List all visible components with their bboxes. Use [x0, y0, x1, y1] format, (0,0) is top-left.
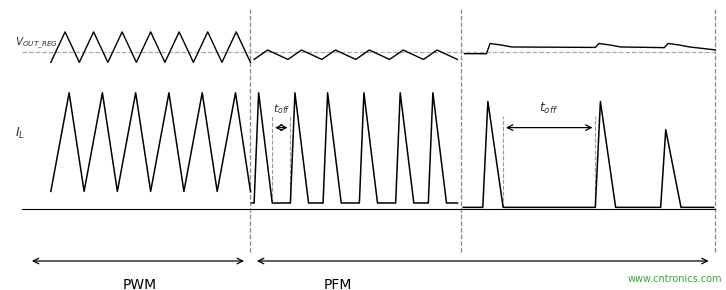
Text: PWM: PWM — [123, 278, 157, 290]
Text: PFM: PFM — [323, 278, 352, 290]
Text: www.cntronics.com: www.cntronics.com — [628, 274, 722, 284]
Text: $V_{OUT\_REG}$: $V_{OUT\_REG}$ — [15, 36, 57, 51]
Text: $t_{off}$: $t_{off}$ — [539, 101, 559, 116]
Text: $t_{off}$: $t_{off}$ — [272, 102, 290, 116]
Text: $I_L$: $I_L$ — [15, 126, 25, 141]
